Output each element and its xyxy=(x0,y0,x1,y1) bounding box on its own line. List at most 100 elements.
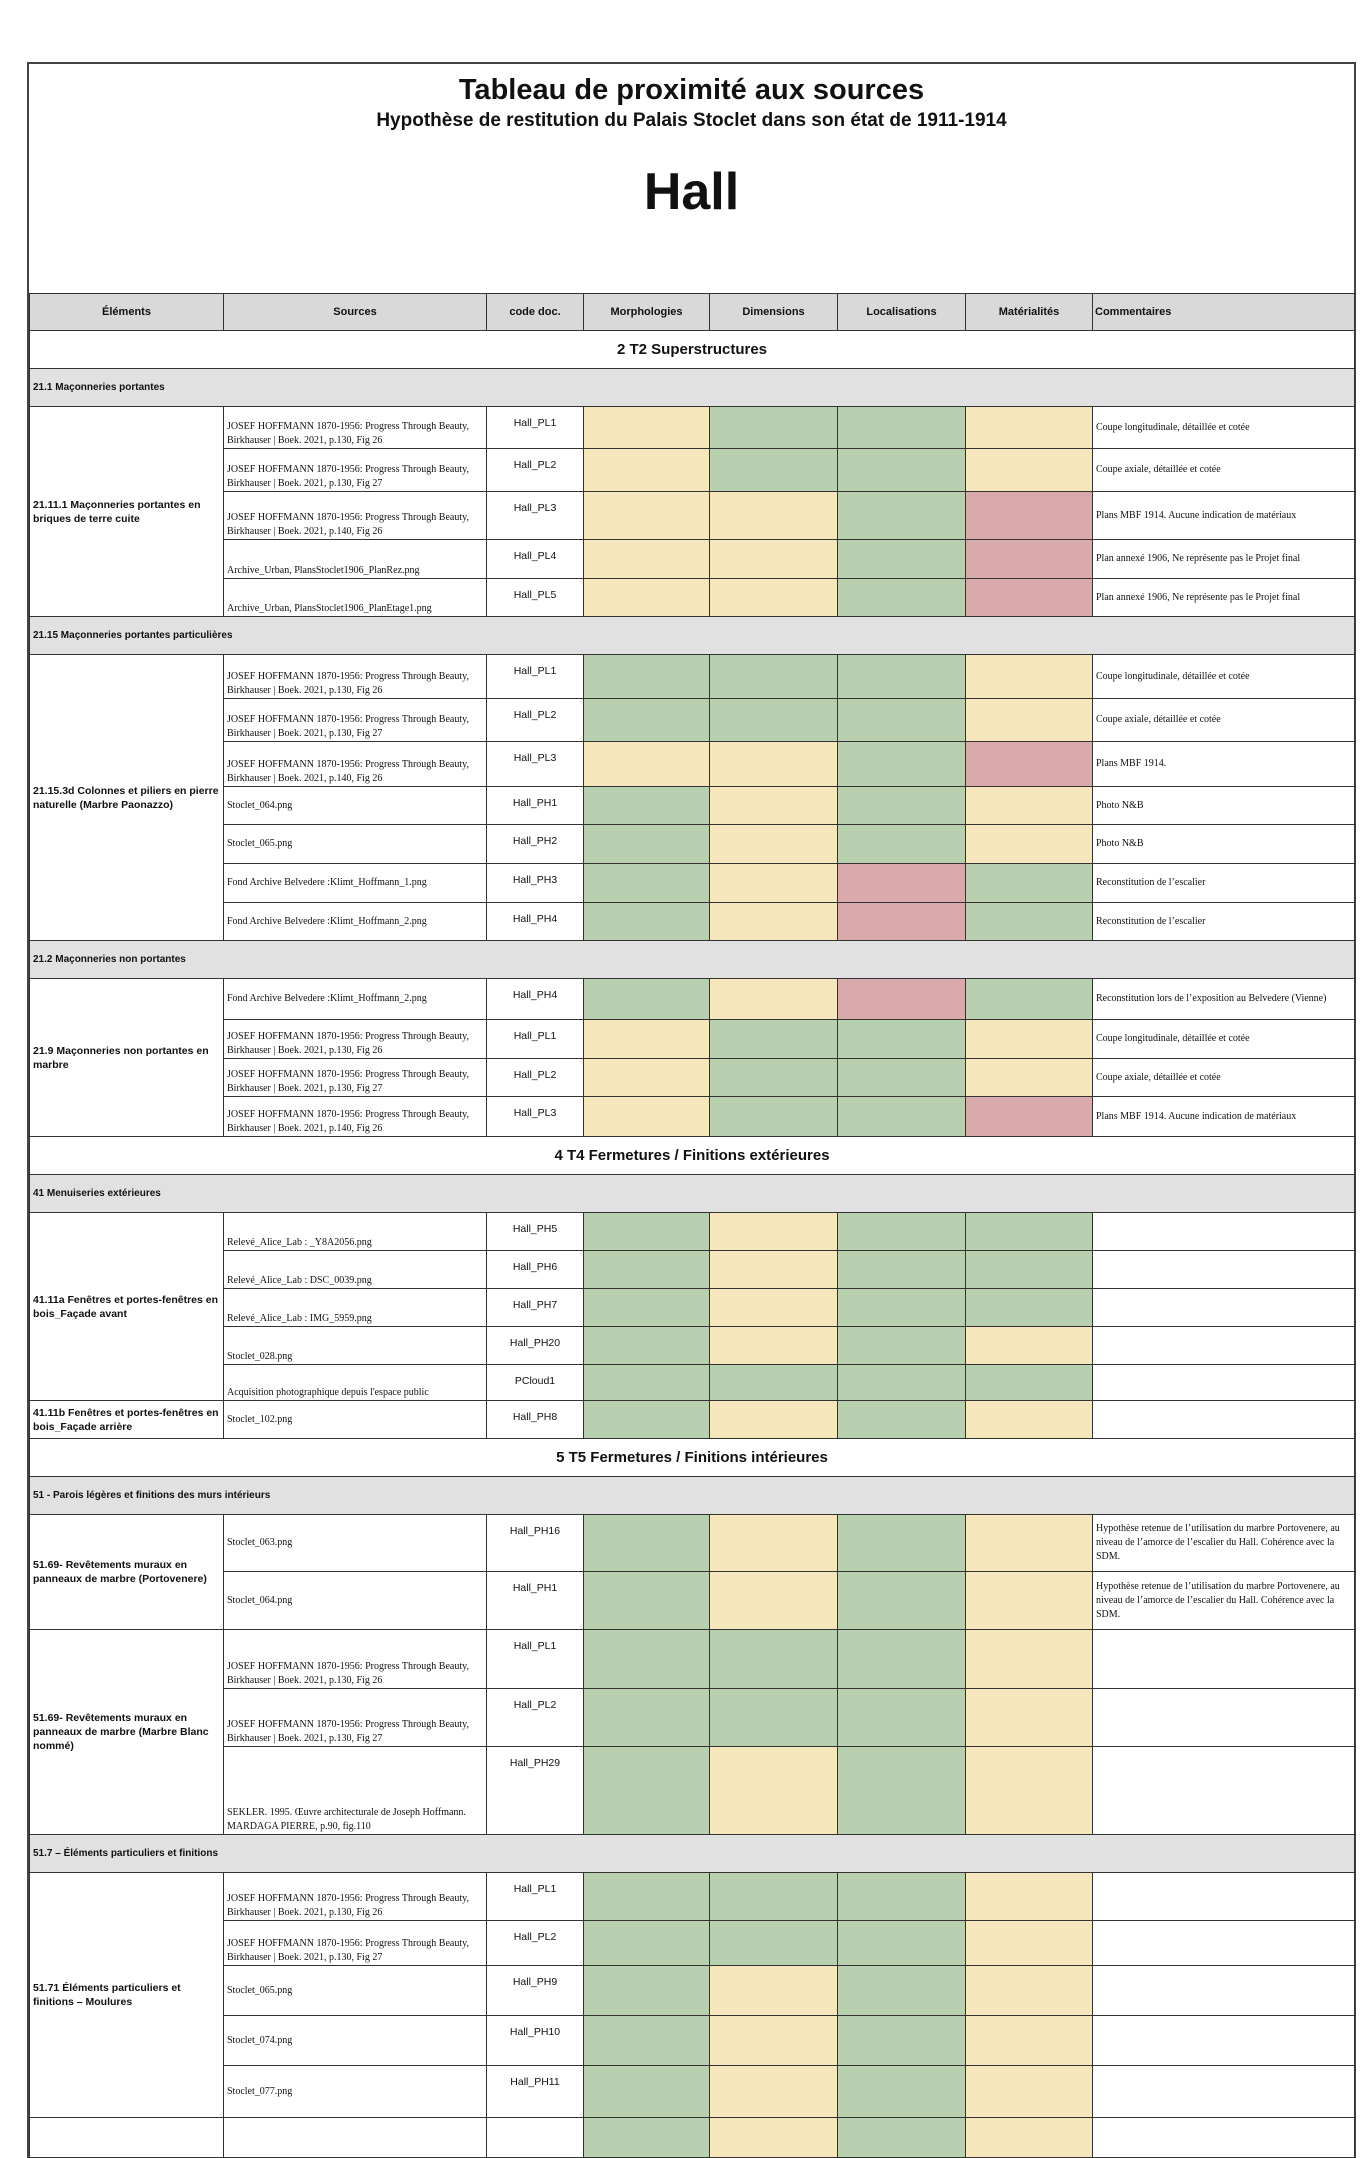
rating-dimensions-yellow xyxy=(709,1571,838,1630)
element-label: 41.11a Fenêtres et portes-fenêtres en bo… xyxy=(29,1212,224,1401)
rating-materialites-yellow xyxy=(965,1571,1093,1630)
table-row: Stoclet_064.png Hall_PH1 Hypothèse retenue… xyxy=(30,1571,1355,1630)
table-row: 21.15.3d Colonnes et piliers en pierre n… xyxy=(29,654,1355,941)
rating-localisations-green xyxy=(837,654,966,699)
table-row: JOSEF HOFFMANN 1870-1956: Progress Throu… xyxy=(30,491,1355,540)
comment-cell: Photo N&B xyxy=(1092,824,1355,864)
rating-materialites-green xyxy=(965,1212,1093,1251)
section-title: 5 T5 Fermetures / Finitions intérieures xyxy=(29,1438,1355,1477)
rating-dimensions-yellow xyxy=(709,1746,838,1835)
rating-localisations-green xyxy=(837,1688,966,1747)
rating-dimensions-yellow xyxy=(709,1288,838,1327)
rating-materialites-red xyxy=(965,539,1093,579)
rating-localisations-green xyxy=(837,741,966,787)
rating-morphologies-green xyxy=(583,1571,710,1630)
comment-cell: Plans MBF 1914. Aucune indication de mat… xyxy=(1092,1096,1355,1137)
rating-materialites-yellow xyxy=(965,1058,1093,1097)
rating-materialites-yellow xyxy=(965,1514,1093,1572)
rating-dimensions-yellow xyxy=(709,1400,838,1439)
rating-materialites-yellow xyxy=(965,1019,1093,1059)
rating-materialites-yellow xyxy=(965,1326,1093,1365)
rating-localisations-green xyxy=(837,406,966,449)
col-code-doc: code doc. xyxy=(486,293,584,331)
rating-dimensions-yellow xyxy=(709,1250,838,1289)
element-label: 51.69- Revêtements muraux en panneaux de… xyxy=(29,1514,224,1630)
section-row: 2 T2 Superstructures xyxy=(29,330,1355,369)
rating-materialites-green xyxy=(965,1364,1093,1401)
rating-materialites-red xyxy=(965,491,1093,540)
comment-cell xyxy=(1092,1746,1355,1835)
code-doc-cell: Hall_PH10 xyxy=(486,2015,584,2066)
rating-morphologies-green xyxy=(583,978,710,1020)
code-doc-cell: Hall_PL1 xyxy=(486,1872,584,1921)
rating-morphologies-green xyxy=(583,1364,710,1401)
code-doc-cell: Hall_PH9 xyxy=(486,1965,584,2016)
source-cell: Fond Archive Belvedere :Klimt_Hoffmann_1… xyxy=(223,863,487,903)
comment-cell: Coupe longitudinale, détaillée et cotée xyxy=(1092,1019,1355,1059)
source-cell: Stoclet_074.png xyxy=(223,2015,487,2066)
column-header-row: Éléments Sources code doc. Morphologies … xyxy=(29,293,1355,331)
rating-localisations-green xyxy=(837,698,966,742)
element-label xyxy=(29,2117,224,2158)
rating-materialites-yellow xyxy=(965,2117,1093,2158)
rating-dimensions-yellow xyxy=(709,2065,838,2118)
code-doc-cell: Hall_PH6 xyxy=(486,1250,584,1289)
subsection-row: 21.15 Maçonneries portantes particulière… xyxy=(29,616,1355,655)
comment-cell xyxy=(1092,1212,1355,1251)
rating-localisations-green xyxy=(837,2117,966,2158)
rating-morphologies-yellow xyxy=(583,1096,710,1137)
element-label: 51.71 Éléments particuliers et finitions… xyxy=(29,1872,224,2118)
code-doc-cell: Hall_PH4 xyxy=(486,902,584,941)
rating-morphologies-yellow xyxy=(583,741,710,787)
code-doc-cell: Hall_PL5 xyxy=(486,578,584,617)
rating-materialites-yellow xyxy=(965,2015,1093,2066)
rating-dimensions-yellow xyxy=(709,1965,838,2016)
source-cell: Acquisition photographique depuis l'espa… xyxy=(223,1364,487,1401)
rating-morphologies-green xyxy=(583,2117,710,2158)
rating-materialites-yellow xyxy=(965,698,1093,742)
section-row: 4 T4 Fermetures / Finitions extérieures xyxy=(29,1136,1355,1175)
subsection-row: 21.1 Maçonneries portantes xyxy=(29,368,1355,407)
section-title: 4 T4 Fermetures / Finitions extérieures xyxy=(29,1136,1355,1175)
document-title: Tableau de proximité aux sources xyxy=(458,74,925,106)
rating-localisations-green xyxy=(837,491,966,540)
table-row: 41.11a Fenêtres et portes-fenêtres en bo… xyxy=(29,1212,1355,1401)
source-cell: Fond Archive Belvedere :Klimt_Hoffmann_2… xyxy=(223,902,487,941)
source-cell: JOSEF HOFFMANN 1870-1956: Progress Throu… xyxy=(223,406,487,449)
rating-morphologies-green xyxy=(583,1288,710,1327)
table-row: JOSEF HOFFMANN 1870-1956: Progress Throu… xyxy=(30,1058,1355,1097)
rating-materialites-yellow xyxy=(965,654,1093,699)
comment-cell xyxy=(1092,1364,1355,1401)
source-cell: Archive_Urban, PlansStoclet1906_PlanEtag… xyxy=(223,578,487,617)
rating-dimensions-green xyxy=(709,448,838,492)
rating-morphologies-green xyxy=(583,1212,710,1251)
rating-morphologies-green xyxy=(583,698,710,742)
rating-materialites-yellow xyxy=(965,1688,1093,1747)
col-elements: Éléments xyxy=(29,293,224,331)
col-materialites: Matérialités xyxy=(965,293,1093,331)
code-doc-cell: Hall_PL2 xyxy=(486,1688,584,1747)
table-row: JOSEF HOFFMANN 1870-1956: Progress Throu… xyxy=(30,1096,1355,1137)
source-cell: JOSEF HOFFMANN 1870-1956: Progress Throu… xyxy=(223,1058,487,1097)
rating-localisations-green xyxy=(837,1212,966,1251)
code-doc-cell: Hall_PH1 xyxy=(486,786,584,825)
rating-localisations-green xyxy=(837,2015,966,2066)
subsection-title: 21.1 Maçonneries portantes xyxy=(29,368,1355,407)
rating-localisations-green xyxy=(837,1746,966,1835)
rating-materialites-yellow xyxy=(965,1400,1093,1439)
source-cell: Relevé_Alice_Lab : DSC_0039.png xyxy=(223,1250,487,1289)
source-cell: Stoclet_028.png xyxy=(223,1326,487,1365)
table-row: Relevé_Alice_Lab : IMG_5959.png Hall_PH7 xyxy=(30,1288,1355,1327)
table-row: SEKLER. 1995. Œuvre architecturale de Jo… xyxy=(30,1746,1355,1835)
element-label: 21.11.1 Maçonneries portantes en briques… xyxy=(29,406,224,617)
source-cell: JOSEF HOFFMANN 1870-1956: Progress Throu… xyxy=(223,1019,487,1059)
rating-morphologies-yellow xyxy=(583,448,710,492)
subsection-title: 51 - Parois légères et finitions des mur… xyxy=(29,1476,1355,1515)
comment-cell xyxy=(1092,1400,1355,1439)
rating-dimensions-yellow xyxy=(709,2015,838,2066)
source-cell: JOSEF HOFFMANN 1870-1956: Progress Throu… xyxy=(223,1629,487,1689)
table-row: JOSEF HOFFMANN 1870-1956: Progress Throu… xyxy=(30,448,1355,492)
code-doc-cell: Hall_PL3 xyxy=(486,491,584,540)
table-row: 51.71 Éléments particuliers et finitions… xyxy=(29,1872,1355,2118)
rating-dimensions-green xyxy=(709,1058,838,1097)
